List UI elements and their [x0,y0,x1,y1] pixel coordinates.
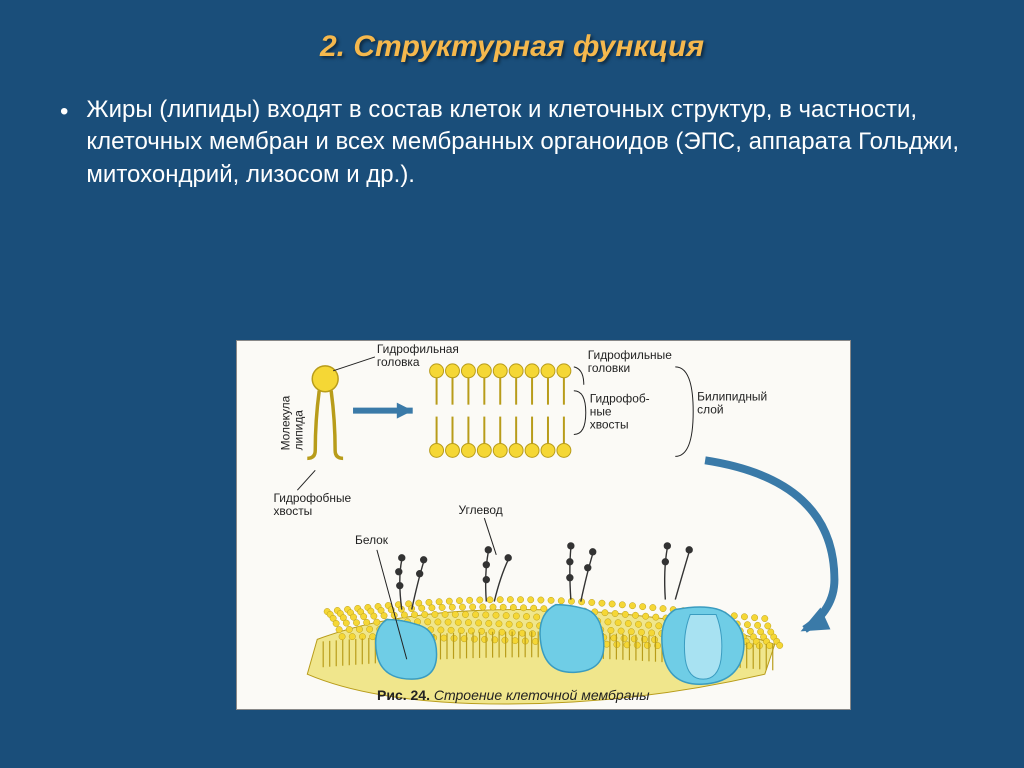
lipid-molecule-label: Молекулалипида [278,395,305,450]
slide-title: 2. Структурная функция [60,30,964,64]
membrane-diagram: Молекулалипида Гидрофильнаяголовка Гидро… [236,340,851,710]
bullet-marker: • [60,96,68,127]
diagram-caption: Рис. 24. Строение клеточной мембраны [377,687,650,703]
hydrophilic-head-label: Гидрофильнаяголовка [377,342,459,369]
membrane-3d-icon: Белок Углевод [307,503,783,704]
hydrophobic-tails-right-label: Гидрофоб-ныехвосты [590,392,650,432]
carbohydrate-label: Углевод [458,503,502,517]
hydrophilic-heads-label: Гидрофильныеголовки [588,348,672,375]
hydrophobic-tails-left-label: Гидрофобныехвосты [273,491,351,518]
protein-label: Белок [355,533,389,547]
body-paragraph: Жиры (липиды) входят в состав клеток и к… [86,94,964,191]
bilayer-patch-icon [430,364,571,457]
bilipid-layer-label: Билипидныйслой [697,390,767,417]
lipid-molecule-icon [307,366,343,458]
diagram-svg: Молекулалипида Гидрофильнаяголовка Гидро… [237,341,850,709]
